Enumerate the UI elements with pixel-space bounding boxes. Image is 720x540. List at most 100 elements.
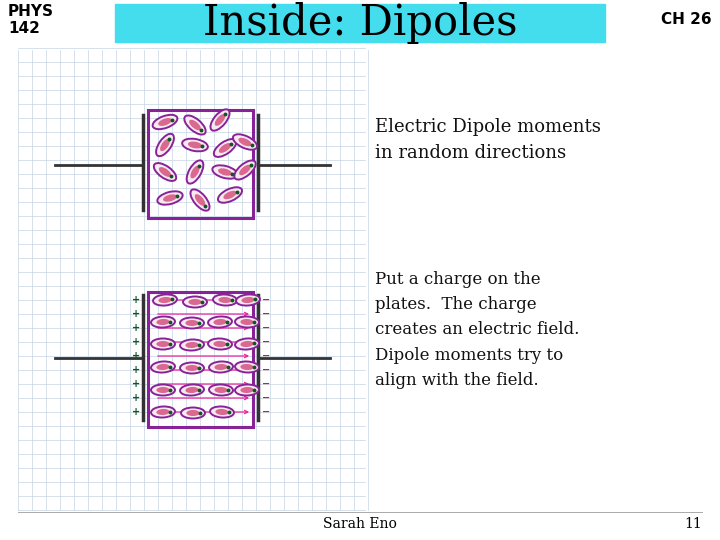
Ellipse shape xyxy=(191,190,210,211)
Ellipse shape xyxy=(151,316,175,328)
Ellipse shape xyxy=(210,407,234,417)
Ellipse shape xyxy=(189,120,201,130)
Ellipse shape xyxy=(235,384,259,395)
Ellipse shape xyxy=(239,165,251,176)
Ellipse shape xyxy=(238,138,251,146)
Ellipse shape xyxy=(223,191,237,199)
Text: −: − xyxy=(262,337,270,347)
Text: +: + xyxy=(132,295,140,305)
Ellipse shape xyxy=(214,139,236,157)
Text: +: + xyxy=(132,393,140,403)
Ellipse shape xyxy=(151,384,175,395)
Ellipse shape xyxy=(184,116,206,134)
Ellipse shape xyxy=(213,319,227,325)
Text: −: − xyxy=(262,407,270,417)
Text: +: + xyxy=(132,323,140,333)
Ellipse shape xyxy=(186,342,199,348)
Ellipse shape xyxy=(159,167,171,177)
Ellipse shape xyxy=(218,168,232,176)
Ellipse shape xyxy=(181,408,205,418)
Ellipse shape xyxy=(212,165,238,179)
Text: Inside: Dipoles: Inside: Dipoles xyxy=(203,2,517,44)
Ellipse shape xyxy=(233,134,257,150)
Ellipse shape xyxy=(158,191,183,205)
Text: 11: 11 xyxy=(684,517,702,531)
Ellipse shape xyxy=(186,410,199,416)
Text: Electric Dipole moments
in random directions: Electric Dipole moments in random direct… xyxy=(375,118,601,162)
Ellipse shape xyxy=(235,316,259,328)
Text: −: − xyxy=(262,393,270,403)
Ellipse shape xyxy=(240,319,253,325)
Text: −: − xyxy=(262,323,270,333)
Ellipse shape xyxy=(215,409,228,415)
Ellipse shape xyxy=(183,296,207,307)
Ellipse shape xyxy=(180,384,204,396)
Ellipse shape xyxy=(215,387,228,393)
Ellipse shape xyxy=(189,299,202,305)
Text: +: + xyxy=(132,365,140,375)
Ellipse shape xyxy=(215,114,225,126)
Ellipse shape xyxy=(180,340,204,350)
Ellipse shape xyxy=(153,115,177,129)
Ellipse shape xyxy=(208,316,232,328)
Ellipse shape xyxy=(163,194,177,201)
Ellipse shape xyxy=(151,339,175,349)
Ellipse shape xyxy=(153,294,177,306)
Ellipse shape xyxy=(240,387,253,393)
Ellipse shape xyxy=(186,160,203,184)
Text: +: + xyxy=(132,309,140,319)
Ellipse shape xyxy=(151,407,175,417)
Ellipse shape xyxy=(186,320,199,326)
Text: Sarah Eno: Sarah Eno xyxy=(323,517,397,531)
Ellipse shape xyxy=(156,364,170,370)
Ellipse shape xyxy=(156,319,170,325)
Ellipse shape xyxy=(151,361,175,373)
Text: +: + xyxy=(132,379,140,389)
Ellipse shape xyxy=(156,387,170,393)
Ellipse shape xyxy=(240,341,253,347)
Ellipse shape xyxy=(190,166,199,178)
Ellipse shape xyxy=(186,387,199,393)
Text: −: − xyxy=(262,351,270,361)
Ellipse shape xyxy=(218,297,232,303)
Ellipse shape xyxy=(156,409,170,415)
Text: +: + xyxy=(132,337,140,347)
Ellipse shape xyxy=(186,365,199,371)
Ellipse shape xyxy=(210,109,230,131)
Ellipse shape xyxy=(188,141,202,149)
Text: −: − xyxy=(262,309,270,319)
Ellipse shape xyxy=(236,294,260,306)
Ellipse shape xyxy=(213,294,237,306)
Ellipse shape xyxy=(235,361,259,373)
Bar xyxy=(148,110,253,218)
Ellipse shape xyxy=(154,163,176,181)
Text: +: + xyxy=(132,407,140,417)
Ellipse shape xyxy=(208,339,232,349)
Ellipse shape xyxy=(234,160,256,179)
Ellipse shape xyxy=(180,362,204,374)
Text: −: − xyxy=(262,295,270,305)
Ellipse shape xyxy=(194,194,205,206)
Ellipse shape xyxy=(213,341,227,347)
Ellipse shape xyxy=(219,143,231,153)
Ellipse shape xyxy=(209,384,233,395)
Ellipse shape xyxy=(215,364,228,370)
Ellipse shape xyxy=(156,341,170,347)
Ellipse shape xyxy=(209,361,233,373)
Ellipse shape xyxy=(218,187,242,202)
Ellipse shape xyxy=(240,364,253,370)
Bar xyxy=(115,4,605,42)
Ellipse shape xyxy=(158,118,172,126)
Text: −: − xyxy=(262,379,270,389)
Text: CH 26: CH 26 xyxy=(662,12,712,28)
Text: PHYS
142: PHYS 142 xyxy=(8,4,54,36)
Bar xyxy=(148,292,253,427)
Text: Put a charge on the
plates.  The charge
creates an electric field.
Dipole moment: Put a charge on the plates. The charge c… xyxy=(375,271,580,389)
Ellipse shape xyxy=(158,297,171,303)
Text: −: − xyxy=(262,365,270,375)
Text: +: + xyxy=(132,351,140,361)
Ellipse shape xyxy=(182,139,208,151)
Ellipse shape xyxy=(235,339,259,349)
Ellipse shape xyxy=(156,134,174,156)
Ellipse shape xyxy=(160,139,170,151)
